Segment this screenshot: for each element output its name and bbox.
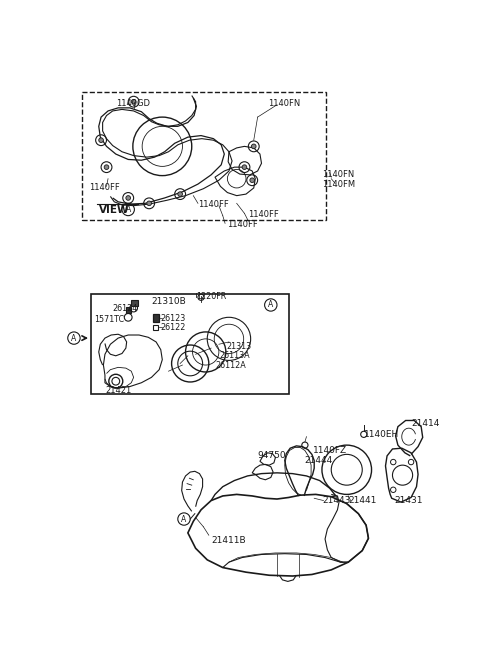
Circle shape: [132, 100, 136, 104]
Text: 1140FM: 1140FM: [322, 180, 355, 189]
Bar: [91, 294, 288, 394]
Text: 21443: 21443: [322, 496, 350, 505]
Text: 1140FF: 1140FF: [198, 200, 228, 210]
Text: 94750: 94750: [258, 451, 286, 460]
Text: 1571TC: 1571TC: [94, 315, 124, 324]
Bar: [153, 325, 158, 330]
Text: 1140FN: 1140FN: [322, 170, 354, 179]
Circle shape: [104, 165, 109, 170]
Text: 1140FN: 1140FN: [268, 99, 300, 107]
Text: A: A: [126, 205, 131, 214]
Circle shape: [126, 196, 131, 200]
Text: A: A: [72, 333, 77, 343]
Text: A: A: [268, 301, 274, 309]
Bar: [126, 307, 132, 314]
Text: 26123: 26123: [161, 314, 186, 322]
Text: 21414: 21414: [411, 419, 440, 428]
Circle shape: [242, 165, 247, 170]
Bar: [131, 299, 137, 306]
Text: 21421: 21421: [105, 386, 131, 395]
Circle shape: [99, 138, 103, 143]
Text: 26124: 26124: [113, 303, 138, 312]
Circle shape: [250, 178, 254, 183]
Circle shape: [252, 144, 256, 149]
Text: A: A: [181, 515, 187, 523]
Text: 1140FF: 1140FF: [227, 220, 257, 229]
Text: 26112A: 26112A: [215, 360, 246, 369]
Text: 1220FR: 1220FR: [196, 292, 227, 301]
Circle shape: [178, 192, 182, 196]
Text: VIEW: VIEW: [99, 204, 129, 214]
Text: 1140FF: 1140FF: [248, 210, 279, 219]
Text: 26113A: 26113A: [219, 351, 250, 360]
Text: 21310B: 21310B: [152, 297, 186, 306]
Text: 21411B: 21411B: [211, 536, 246, 545]
Text: 26122: 26122: [161, 323, 186, 332]
Text: 1140FZ: 1140FZ: [312, 446, 347, 455]
Text: 21444: 21444: [304, 456, 332, 465]
Text: 1140EH: 1140EH: [364, 430, 399, 439]
Text: 1140GD: 1140GD: [116, 99, 150, 107]
Bar: [82, 92, 326, 219]
Text: 21431: 21431: [395, 496, 423, 505]
Circle shape: [147, 201, 152, 206]
Text: 21441: 21441: [348, 496, 377, 505]
Text: 1140FF: 1140FF: [89, 183, 120, 193]
Text: 21313: 21313: [227, 342, 252, 351]
Bar: [153, 314, 159, 322]
